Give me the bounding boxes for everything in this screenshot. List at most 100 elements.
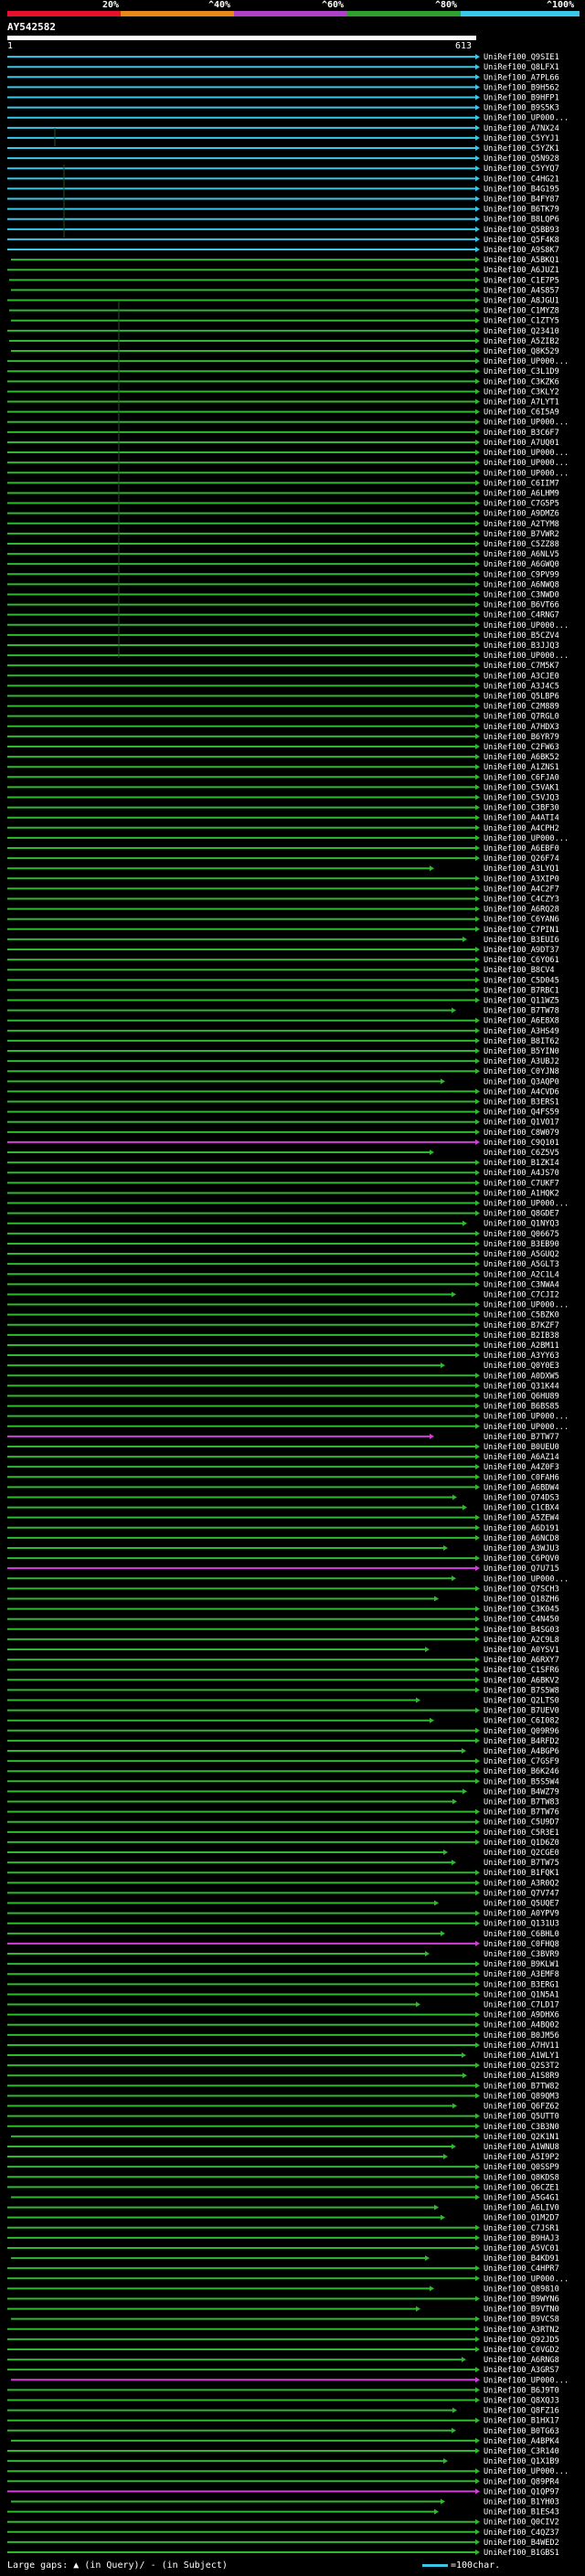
hit-label[interactable]: UniRef100_Q18ZH6 [484,1595,559,1604]
hit-label[interactable]: UniRef100_Q2K1N1 [484,2133,559,2142]
hit-label[interactable]: UniRef100_A0YPV9 [484,1910,559,1919]
hit-label[interactable]: UniRef100_C6I5A9 [484,408,559,418]
hit-label[interactable]: UniRef100_B7TW82 [484,2082,559,2091]
hit-label[interactable]: UniRef100_B3EB90 [484,1240,559,1249]
hit-label[interactable]: UniRef100_A1ZNS1 [484,763,559,772]
hit-label[interactable]: UniRef100_C6I082 [484,1717,559,1726]
hit-label[interactable]: UniRef100_Q23410 [484,327,559,336]
hit-label[interactable]: UniRef100_A4C2F7 [484,885,559,894]
hit-label[interactable]: UniRef100_A9S8K7 [484,246,559,255]
hit-label[interactable]: UniRef100_UP000... [484,834,569,843]
hit-label[interactable]: UniRef100_C7JSR1 [484,2224,559,2233]
hit-label[interactable]: UniRef100_C1SFR6 [484,1666,559,1675]
hit-label[interactable]: UniRef100_A6NCD8 [484,1534,559,1543]
hit-label[interactable]: UniRef100_A6LIV0 [484,2204,559,2213]
hit-label[interactable]: UniRef100_A6NWQ8 [484,580,559,589]
hit-label[interactable]: UniRef100_C1CBX4 [484,1504,559,1513]
hit-label[interactable]: UniRef100_B3ERG1 [484,1980,559,1989]
hit-label[interactable]: UniRef100_B7RBC1 [484,986,559,995]
hit-label[interactable]: UniRef100_B4KD91 [484,2254,559,2263]
hit-label[interactable]: UniRef100_A3UBJ2 [484,1057,559,1066]
hit-label[interactable]: UniRef100_Q89QM3 [484,2092,559,2101]
hit-label[interactable]: UniRef100_B1ZKI4 [484,1159,559,1168]
hit-label[interactable]: UniRef100_C5YYJ1 [484,134,559,143]
hit-label[interactable]: UniRef100_Q5F4K8 [484,236,559,245]
hit-label[interactable]: UniRef100_C4QZ37 [484,2528,559,2538]
hit-label[interactable]: UniRef100_C4HPR7 [484,2264,559,2274]
hit-label[interactable]: UniRef100_C7G5P5 [484,500,559,509]
hit-label[interactable]: UniRef100_UP000... [484,621,569,631]
hit-label[interactable]: UniRef100_C5VJQ3 [484,793,559,802]
hit-label[interactable]: UniRef100_Q06675 [484,1230,559,1239]
hit-label[interactable]: UniRef100_A3LYQ1 [484,864,559,874]
hit-label[interactable]: UniRef100_B1FQK1 [484,1869,559,1878]
hit-label[interactable]: UniRef100_C3R140 [484,2447,559,2456]
hit-label[interactable]: UniRef100_B6TK79 [484,206,559,215]
hit-label[interactable]: UniRef100_C4N450 [484,1616,559,1625]
hit-label[interactable]: UniRef100_B9WYN6 [484,2295,559,2304]
hit-label[interactable]: UniRef100_B9S5K3 [484,104,559,113]
hit-label[interactable]: UniRef100_B0TG63 [484,2427,559,2436]
hit-label[interactable]: UniRef100_A5VC01 [484,2244,559,2253]
hit-label[interactable]: UniRef100_A6E8X8 [484,1017,559,1026]
hit-label[interactable]: UniRef100_B2IB38 [484,1331,559,1341]
hit-label[interactable]: UniRef100_B7KZF7 [484,1321,559,1330]
hit-label[interactable]: UniRef100_C0YJN8 [484,1067,559,1076]
hit-label[interactable]: UniRef100_B8LQP6 [484,216,559,225]
hit-label[interactable]: UniRef100_A1WLY1 [484,2051,559,2061]
hit-label[interactable]: UniRef100_A2BM11 [484,1341,559,1351]
hit-label[interactable]: UniRef100_Q8XQJ3 [484,2396,559,2405]
hit-label[interactable]: UniRef100_UP000... [484,449,569,458]
hit-label[interactable]: UniRef100_Q7U715 [484,1564,559,1574]
hit-label[interactable]: UniRef100_Q8LFX1 [484,63,559,72]
hit-label[interactable]: UniRef100_UP000... [484,1200,569,1209]
hit-label[interactable]: UniRef100_Q1NYQ3 [484,1220,559,1229]
hit-label[interactable]: UniRef100_Q5BB93 [484,226,559,235]
hit-label[interactable]: UniRef100_C1MYZ8 [484,307,559,316]
hit-label[interactable]: UniRef100_Q89810 [484,2284,559,2294]
hit-label[interactable]: UniRef100_A3R0Q2 [484,1879,559,1888]
hit-label[interactable]: UniRef100_Q5UQE7 [484,1900,559,1909]
hit-label[interactable]: UniRef100_C6FJA0 [484,773,559,782]
hit-label[interactable]: UniRef100_A1WNU8 [484,2143,559,2152]
hit-label[interactable]: UniRef100_Q2S3T2 [484,2062,559,2071]
hit-label[interactable]: UniRef100_A3GRS7 [484,2366,559,2375]
hit-label[interactable]: UniRef100_Q26F74 [484,854,559,864]
hit-label[interactable]: UniRef100_A2C9L8 [484,1636,559,1645]
hit-label[interactable]: UniRef100_C5YZK1 [484,144,559,154]
hit-label[interactable]: UniRef100_C3K045 [484,1606,559,1615]
hit-label[interactable]: UniRef100_A3J4C5 [484,682,559,691]
hit-label[interactable]: UniRef100_Q7V747 [484,1889,559,1898]
hit-label[interactable]: UniRef100_A3XIP0 [484,875,559,884]
hit-label[interactable]: UniRef100_UP000... [484,114,569,123]
hit-label[interactable]: UniRef100_B7UEV0 [484,1707,559,1716]
hit-label[interactable]: UniRef100_Q8KDS8 [484,2173,559,2182]
hit-label[interactable]: UniRef100_C9Q101 [484,1139,559,1148]
hit-label[interactable]: UniRef100_B8IT62 [484,1037,559,1046]
hit-label[interactable]: UniRef100_A7PL66 [484,73,559,82]
hit-label[interactable]: UniRef100_A4Z0F3 [484,1463,559,1472]
hit-label[interactable]: UniRef100_C0FHQ8 [484,1940,559,1949]
hit-label[interactable]: UniRef100_Q3AQP0 [484,1077,559,1087]
hit-label[interactable]: UniRef100_B6J9T0 [484,2386,559,2395]
hit-label[interactable]: UniRef100_B5YIN0 [484,1047,559,1056]
hit-label[interactable]: UniRef100_A6RNG8 [484,2356,559,2365]
hit-label[interactable]: UniRef100_UP000... [484,652,569,661]
hit-label[interactable]: UniRef100_B4WED2 [484,2539,559,2548]
hit-label[interactable]: UniRef100_A7HV11 [484,2041,559,2051]
hit-label[interactable]: UniRef100_C2M889 [484,703,559,712]
hit-label[interactable]: UniRef100_A7HDX3 [484,723,559,732]
hit-label[interactable]: UniRef100_UP000... [484,357,569,366]
hit-label[interactable]: UniRef100_C5D045 [484,976,559,985]
hit-label[interactable]: UniRef100_Q1X1B9 [484,2457,559,2466]
hit-label[interactable]: UniRef100_A5I9P2 [484,2153,559,2162]
hit-label[interactable]: UniRef100_A7UQ01 [484,439,559,448]
hit-label[interactable]: UniRef100_B6YR79 [484,733,559,742]
hit-label[interactable]: UniRef100_C6YO61 [484,956,559,965]
hit-label[interactable]: UniRef100_Q1D6Z0 [484,1839,559,1848]
hit-label[interactable]: UniRef100_A4BGP6 [484,1747,559,1756]
hit-label[interactable]: UniRef100_B7TW78 [484,1007,559,1016]
hit-label[interactable]: UniRef100_B1ES43 [484,2508,559,2518]
hit-label[interactable]: UniRef100_C1ZTY5 [484,317,559,326]
hit-label[interactable]: UniRef100_A2C1L4 [484,1270,559,1279]
